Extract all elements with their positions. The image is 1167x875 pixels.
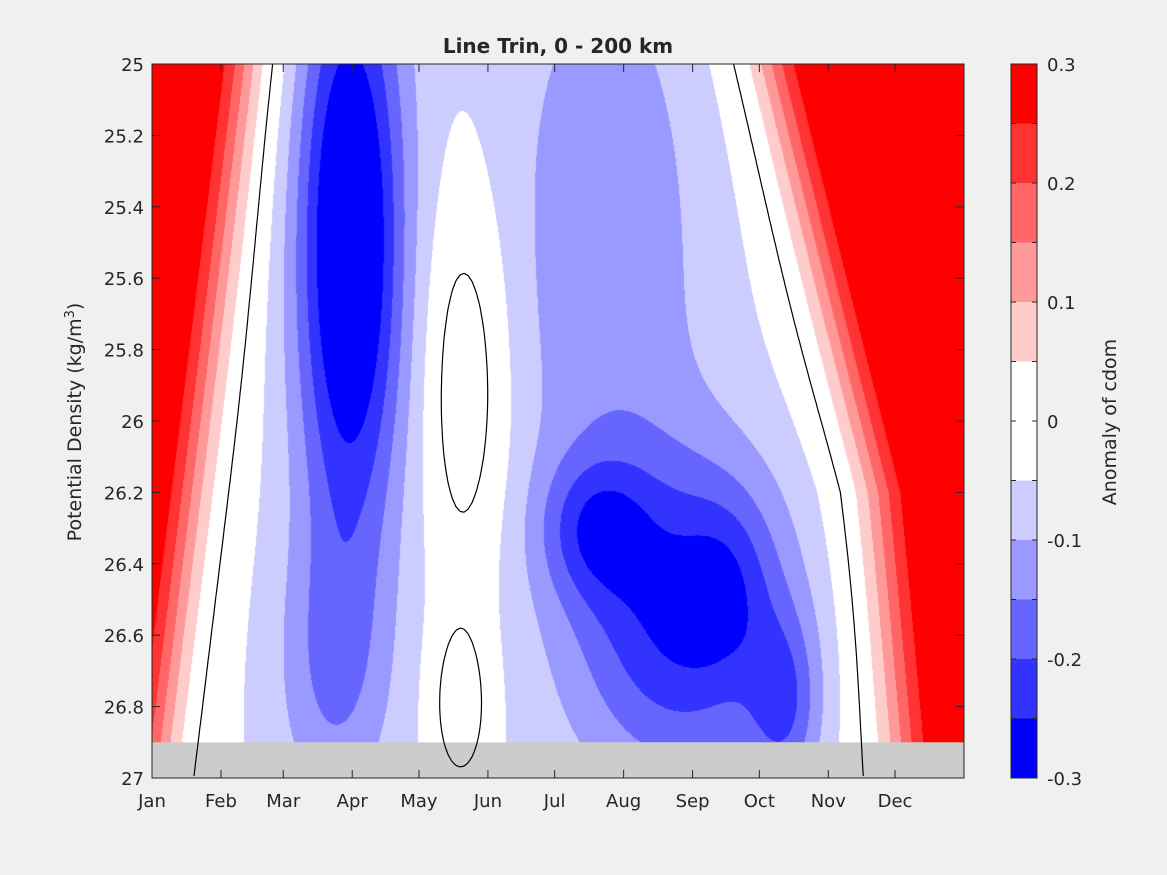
y-axis: 25 25.2 25.4 25.6 25.8 26 26.2 26.4 26.6 26.8 27 — [104, 55, 964, 790]
y-tick-label: 26.8 — [104, 698, 144, 719]
colorbar-segment — [1011, 540, 1037, 600]
colorbar-tick-label: -0.2 — [1047, 650, 1082, 671]
colorbar-segment — [1011, 183, 1037, 243]
y-tick-label: 25.4 — [104, 198, 144, 219]
colorbar-segment — [1011, 302, 1037, 362]
y-tick-label: 26.4 — [104, 555, 144, 576]
contour-fill-layers — [152, 64, 964, 778]
x-tick-label: May — [400, 791, 438, 812]
colorbar-tick-label: -0.1 — [1047, 531, 1082, 552]
colorbar-tick-label: 0.1 — [1047, 293, 1076, 314]
colorbar-label: Anomaly of cdom — [1099, 339, 1121, 505]
colorbar-segment — [1011, 123, 1037, 184]
y-axis-label-main: Potential Density (kg/m — [64, 318, 86, 541]
y-tick-label: 25.6 — [104, 269, 144, 290]
x-tick-label: Nov — [811, 791, 846, 812]
colorbar-tick-label: 0.3 — [1047, 55, 1076, 76]
x-tick-label: Oct — [744, 791, 775, 812]
colorbar-segment — [1011, 421, 1037, 481]
y-tick-label: 26.2 — [104, 483, 144, 504]
chart-title: Line Trin, 0 - 200 km — [443, 34, 673, 58]
y-tick-label: 27 — [121, 769, 144, 790]
x-tick-label: Mar — [266, 791, 301, 812]
colorbar-segment — [1011, 599, 1037, 660]
x-tick-label: Aug — [606, 791, 641, 812]
colorbar-tick-label: -0.3 — [1047, 769, 1082, 790]
y-tick-label: 25.8 — [104, 341, 144, 362]
zero-contour-lines — [193, 64, 864, 777]
x-tick-label: Apr — [337, 791, 369, 812]
colorbar-segment — [1011, 659, 1037, 719]
colorbar-segment — [1011, 480, 1037, 541]
no-data-band — [152, 742, 964, 778]
colorbar-tick-label: 0.2 — [1047, 174, 1076, 195]
y-axis-label-superscript: 3 — [63, 310, 78, 318]
colorbar-segment — [1011, 64, 1037, 124]
colorbar-segment — [1011, 718, 1037, 779]
plot-area — [152, 64, 964, 778]
x-tick-label: Dec — [878, 791, 913, 812]
x-tick-label: Jan — [137, 791, 166, 812]
y-tick-label: 25 — [121, 55, 144, 76]
x-tick-label: Jul — [543, 791, 566, 812]
colorbar-tick-label: 0 — [1047, 412, 1058, 433]
y-tick-label: 26.6 — [104, 626, 144, 647]
colorbar-segment — [1011, 361, 1037, 422]
x-tick-label: Sep — [676, 791, 710, 812]
y-axis-label-suffix: ) — [64, 303, 86, 310]
x-tick-label: Jun — [473, 791, 502, 812]
contour-fill-image — [152, 64, 964, 778]
colorbar-segment — [1011, 242, 1037, 303]
y-tick-label: 25.2 — [104, 126, 144, 147]
colorbar: 0.3 0.2 0.1 0 -0.1 -0.2 -0.3 — [1010, 55, 1082, 790]
x-tick-label: Feb — [205, 791, 237, 812]
y-axis-label: Potential Density (kg/m3) — [63, 303, 87, 542]
x-axis: Jan Feb Mar Apr May Jun Jul Aug Sep Oct Nov Dec — [137, 64, 912, 812]
y-tick-label: 26 — [121, 412, 144, 433]
zero-contour-line — [193, 64, 864, 777]
